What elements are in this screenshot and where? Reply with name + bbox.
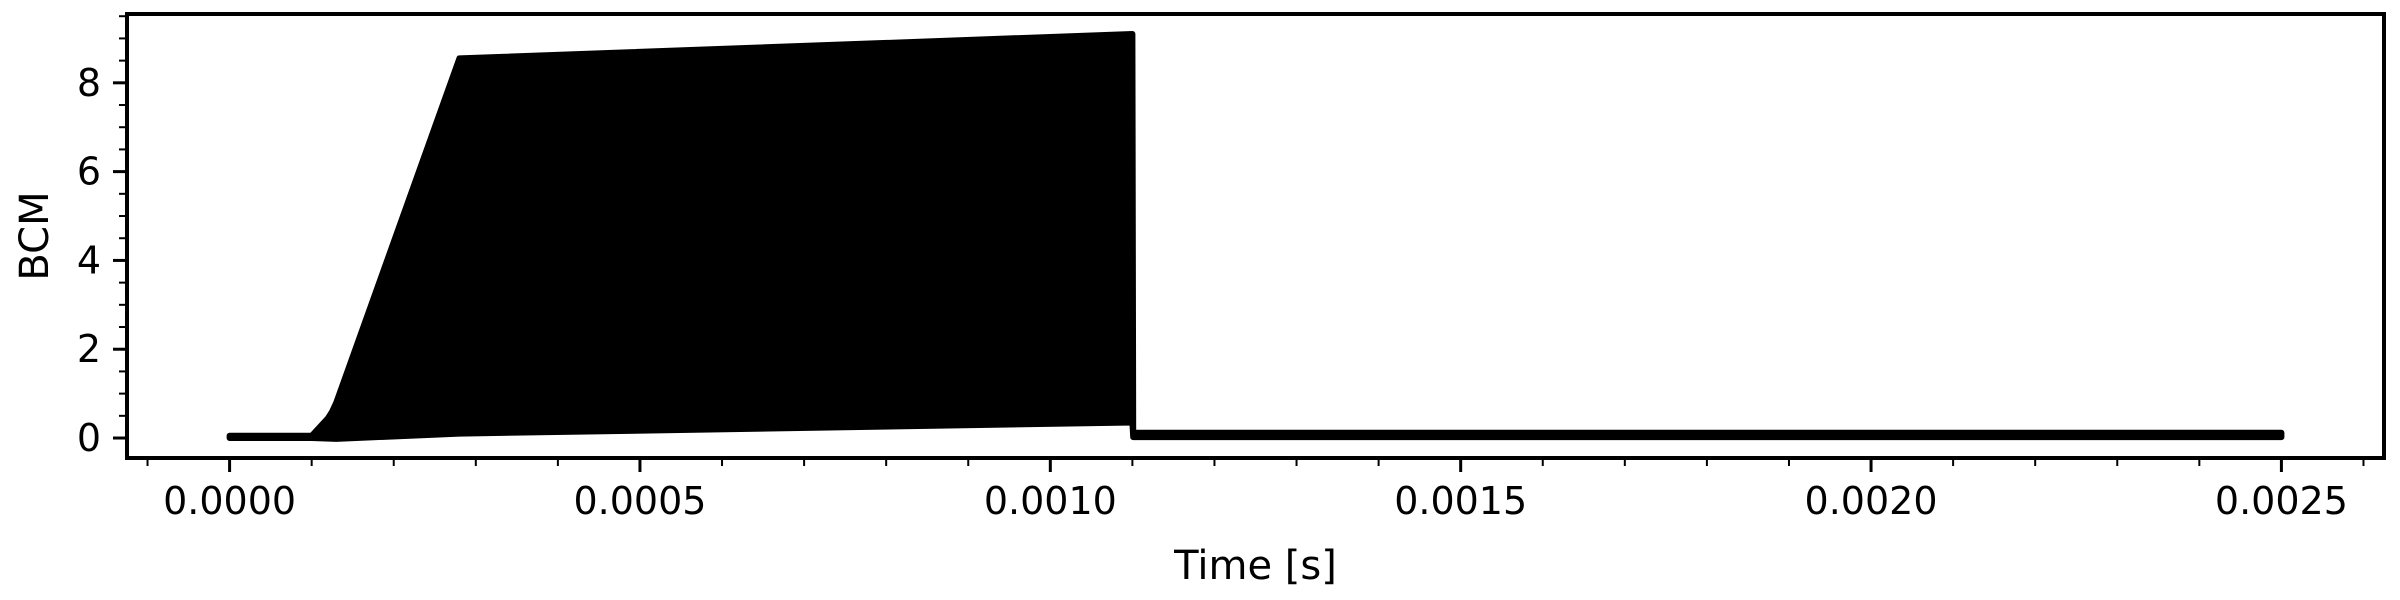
y-tick-label: 4 bbox=[77, 238, 101, 282]
x-tick-label: 0.0000 bbox=[163, 479, 296, 523]
x-axis-label: Time [s] bbox=[1173, 543, 1337, 589]
y-tick-label: 6 bbox=[77, 150, 101, 194]
plot-frame bbox=[125, 12, 2386, 460]
x-tick-label: 0.0025 bbox=[2215, 479, 2348, 523]
tick-labels: 0.0000 0.0005 0.0010 0.0015 0.0020 0.0025 0 2 4 6… bbox=[77, 61, 2348, 523]
y-tick-label: 8 bbox=[77, 61, 101, 105]
x-tick-label: 0.0020 bbox=[1805, 479, 1938, 523]
series-0-envelope bbox=[226, 31, 2285, 442]
x-tick-label: 0.0010 bbox=[984, 479, 1117, 523]
y-tick-label: 0 bbox=[77, 416, 101, 460]
y-tick-label: 2 bbox=[77, 327, 101, 371]
plot-data-layer bbox=[226, 31, 2285, 442]
y-axis-label: BCM bbox=[12, 191, 58, 280]
x-tick-label: 0.0015 bbox=[1394, 479, 1527, 523]
x-tick-label: 0.0005 bbox=[573, 479, 706, 523]
